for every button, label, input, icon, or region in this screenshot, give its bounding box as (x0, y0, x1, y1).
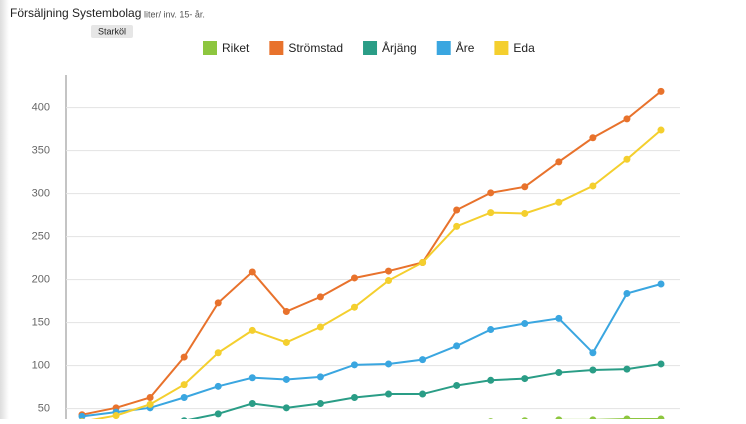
plot-area (79, 88, 665, 419)
data-point[interactable] (555, 199, 562, 206)
data-point[interactable] (351, 304, 358, 311)
legend-swatch[interactable] (203, 41, 217, 55)
data-point[interactable] (215, 410, 222, 417)
data-point[interactable] (249, 374, 256, 381)
data-point[interactable] (589, 182, 596, 189)
legend-label[interactable]: Riket (222, 41, 250, 55)
data-point[interactable] (385, 268, 392, 275)
data-point[interactable] (351, 361, 358, 368)
data-point[interactable] (658, 127, 665, 134)
data-point[interactable] (623, 115, 630, 122)
data-point[interactable] (658, 416, 665, 420)
data-point[interactable] (623, 366, 630, 373)
data-point[interactable] (351, 274, 358, 281)
legend-label[interactable]: Eda (513, 41, 535, 55)
data-point[interactable] (623, 416, 630, 420)
data-point[interactable] (487, 209, 494, 216)
data-point[interactable] (385, 360, 392, 367)
legend-label[interactable]: Åre (456, 40, 475, 55)
y-tick-label: 100 (32, 360, 50, 372)
y-tick-label: 400 (32, 102, 50, 114)
chart-title: Försäljning Systembolag (10, 6, 141, 20)
data-point[interactable] (521, 375, 528, 382)
data-point[interactable] (453, 382, 460, 389)
legend-label[interactable]: Strömstad (288, 41, 343, 55)
data-point[interactable] (385, 277, 392, 284)
edge-shadow (0, 0, 9, 419)
data-point[interactable] (113, 412, 120, 419)
data-point[interactable] (317, 373, 324, 380)
data-point[interactable] (283, 404, 290, 411)
data-point[interactable] (555, 315, 562, 322)
data-point[interactable] (351, 394, 358, 401)
legend-swatch[interactable] (363, 41, 377, 55)
data-point[interactable] (215, 299, 222, 306)
data-point[interactable] (181, 394, 188, 401)
data-point[interactable] (181, 381, 188, 388)
legend-swatch[interactable] (437, 41, 451, 55)
data-point[interactable] (521, 183, 528, 190)
data-point[interactable] (419, 356, 426, 363)
data-point[interactable] (658, 280, 665, 287)
data-point[interactable] (453, 342, 460, 349)
data-point[interactable] (317, 293, 324, 300)
data-point[interactable] (147, 394, 154, 401)
data-point[interactable] (249, 268, 256, 275)
series-line (82, 91, 661, 414)
legend-label[interactable]: Årjäng (382, 40, 417, 55)
data-point[interactable] (181, 354, 188, 361)
data-point[interactable] (215, 383, 222, 390)
y-tick-label: 200 (32, 274, 50, 286)
data-point[interactable] (317, 323, 324, 330)
data-point[interactable] (555, 369, 562, 376)
legend-swatch[interactable] (494, 41, 508, 55)
y-tick-label: 300 (32, 188, 50, 200)
y-tick-label: 250 (32, 231, 50, 243)
chart-subtitle: liter/ inv. 15- år. (144, 9, 205, 19)
data-point[interactable] (215, 349, 222, 356)
data-point[interactable] (147, 401, 154, 408)
data-point[interactable] (283, 339, 290, 346)
data-point[interactable] (249, 400, 256, 407)
data-point[interactable] (623, 156, 630, 163)
data-point[interactable] (555, 158, 562, 165)
data-point[interactable] (453, 207, 460, 214)
data-point[interactable] (658, 88, 665, 95)
data-point[interactable] (521, 320, 528, 327)
data-point[interactable] (419, 391, 426, 398)
data-point[interactable] (658, 360, 665, 367)
y-tick-label: 150 (32, 317, 50, 329)
data-point[interactable] (385, 391, 392, 398)
data-point[interactable] (487, 377, 494, 384)
data-point[interactable] (589, 366, 596, 373)
y-tick-label: 350 (32, 145, 50, 157)
series-line (82, 364, 661, 419)
data-point[interactable] (487, 326, 494, 333)
legend-swatch[interactable] (269, 41, 283, 55)
data-point[interactable] (317, 400, 324, 407)
data-point[interactable] (283, 376, 290, 383)
y-tick-label: 50 (38, 403, 50, 415)
data-point[interactable] (283, 308, 290, 315)
data-point[interactable] (419, 259, 426, 266)
data-point[interactable] (589, 134, 596, 141)
data-point[interactable] (487, 189, 494, 196)
data-point[interactable] (521, 210, 528, 217)
data-point[interactable] (623, 290, 630, 297)
data-point[interactable] (453, 223, 460, 230)
badge[interactable]: Starköl (98, 26, 126, 36)
data-point[interactable] (589, 349, 596, 356)
data-point[interactable] (249, 327, 256, 334)
